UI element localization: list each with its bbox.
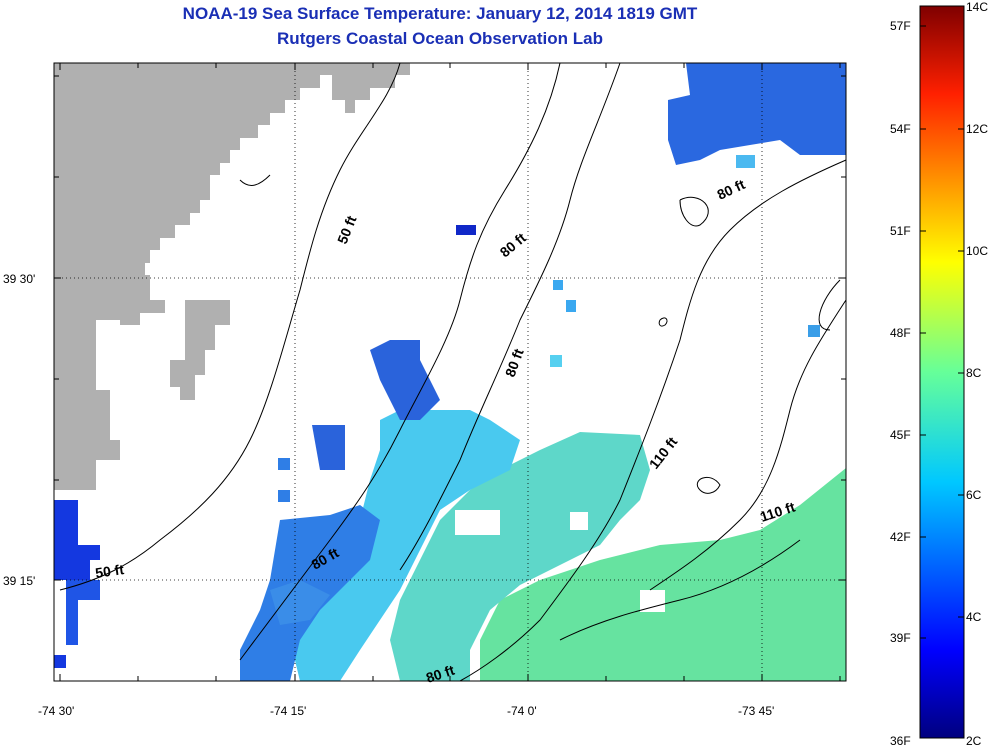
colorbar-f-label: 42F xyxy=(890,530,911,544)
colorbar-f-label: 57F xyxy=(890,19,911,33)
y-tick-label: 39 15' xyxy=(3,574,35,588)
y-tick-label: 39 30' xyxy=(3,272,35,286)
colorbar-c-label: 10C xyxy=(966,244,988,258)
graticule xyxy=(54,63,846,681)
land-mass xyxy=(54,63,410,490)
y-axis-labels: 39 30' 39 15' xyxy=(3,272,35,588)
contour-label: 50 ft xyxy=(94,561,125,581)
colorbar: 57F 54F 51F 48F 45F 42F 39F 36F 14C 12C … xyxy=(890,0,988,748)
colorbar-c-label: 12C xyxy=(966,122,988,136)
sst-field xyxy=(54,63,846,681)
colorbar-c-label: 6C xyxy=(966,488,982,502)
colorbar-f-label: 51F xyxy=(890,224,911,238)
colorbar-c-label: 2C xyxy=(966,734,982,748)
x-axis-labels: -74 30' -74 15' -74 0' -73 45' xyxy=(38,704,774,718)
x-tick-label: -74 0' xyxy=(507,704,537,718)
x-tick-label: -74 15' xyxy=(270,704,306,718)
map-title: NOAA-19 Sea Surface Temperature: January… xyxy=(182,4,698,23)
x-tick-label: -73 45' xyxy=(738,704,774,718)
colorbar-c-label: 4C xyxy=(966,610,982,624)
colorbar-c-label: 14C xyxy=(966,0,988,14)
colorbar-f-label: 39F xyxy=(890,631,911,645)
colorbar-f-label: 45F xyxy=(890,428,911,442)
colorbar-c-label: 8C xyxy=(966,366,982,380)
colorbar-f-label: 48F xyxy=(890,326,911,340)
colorbar-gradient xyxy=(919,5,965,739)
bathymetry-contours xyxy=(59,62,847,682)
x-tick-label: -74 30' xyxy=(38,704,74,718)
colorbar-f-label: 36F xyxy=(890,734,911,748)
colorbar-f-label: 54F xyxy=(890,122,911,136)
map-subtitle: Rutgers Coastal Ocean Observation Lab xyxy=(277,29,603,48)
tick-marks xyxy=(54,63,846,681)
